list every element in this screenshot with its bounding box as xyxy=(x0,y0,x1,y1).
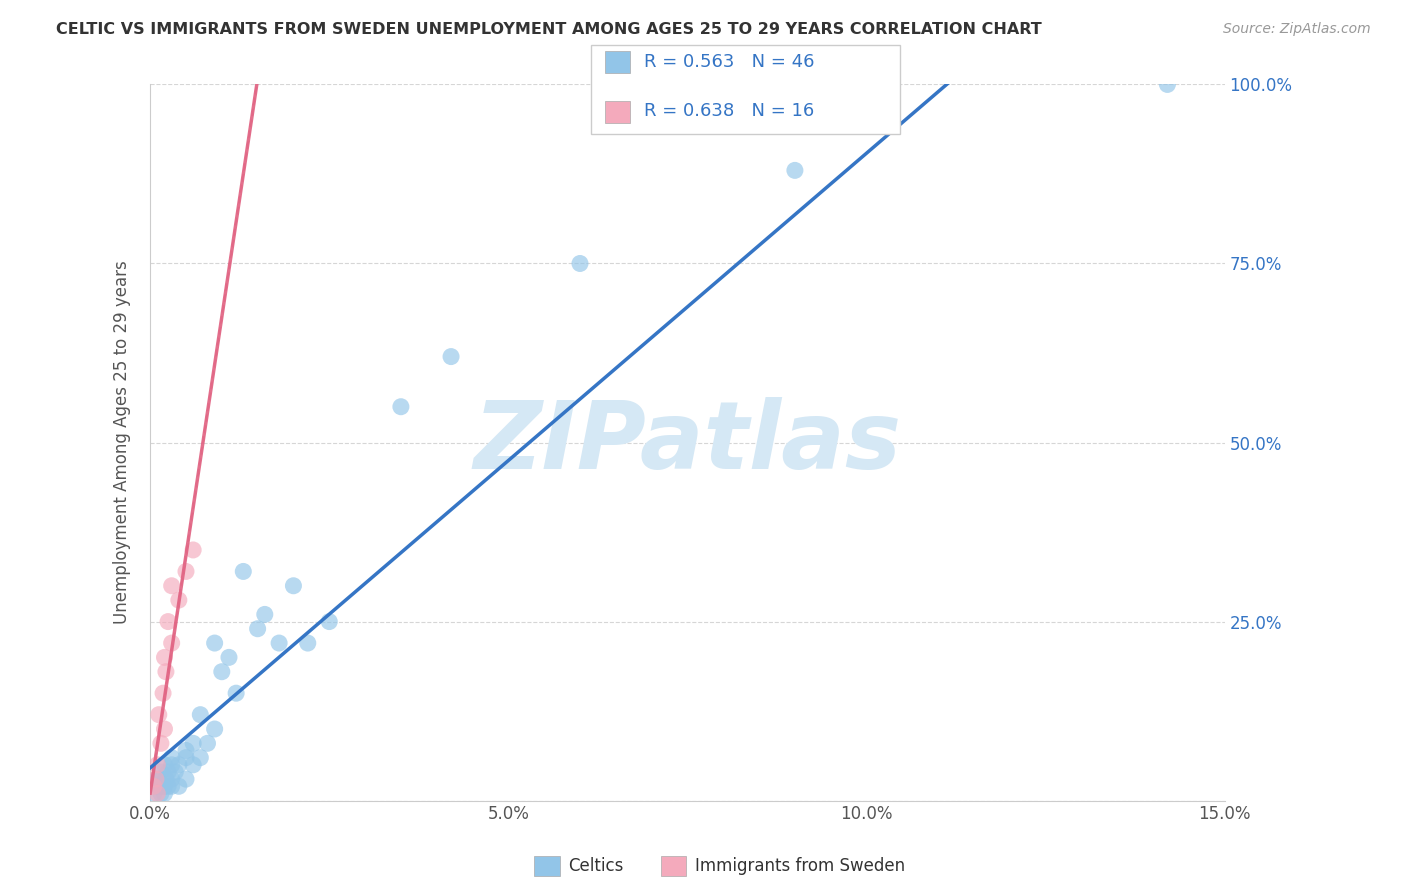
Point xyxy=(167,593,190,607)
Point xyxy=(149,764,172,779)
Point xyxy=(167,779,190,793)
Point xyxy=(1156,78,1178,92)
Point xyxy=(318,615,340,629)
Text: R = 0.638   N = 16: R = 0.638 N = 16 xyxy=(644,103,814,120)
Point xyxy=(146,779,169,793)
Text: ZIPatlas: ZIPatlas xyxy=(474,397,901,489)
Point xyxy=(153,787,176,801)
Point xyxy=(225,686,247,700)
Point xyxy=(160,772,183,786)
Point xyxy=(167,757,190,772)
Point xyxy=(174,750,197,764)
Text: Immigrants from Sweden: Immigrants from Sweden xyxy=(695,857,904,875)
Point xyxy=(160,779,183,793)
Point xyxy=(181,736,204,750)
Point xyxy=(246,622,269,636)
Point xyxy=(181,543,204,558)
Point xyxy=(204,722,226,736)
Point xyxy=(152,779,174,793)
Point xyxy=(142,787,165,801)
Y-axis label: Unemployment Among Ages 25 to 29 years: Unemployment Among Ages 25 to 29 years xyxy=(114,260,131,624)
Text: R = 0.563   N = 46: R = 0.563 N = 46 xyxy=(644,53,814,70)
Point xyxy=(269,636,291,650)
Point xyxy=(253,607,276,622)
Point xyxy=(218,650,240,665)
Point xyxy=(174,772,197,786)
Text: CELTIC VS IMMIGRANTS FROM SWEDEN UNEMPLOYMENT AMONG AGES 25 TO 29 YEARS CORRELAT: CELTIC VS IMMIGRANTS FROM SWEDEN UNEMPLO… xyxy=(56,22,1042,37)
Point xyxy=(160,579,183,593)
Point xyxy=(165,764,187,779)
Point xyxy=(145,772,167,786)
Point xyxy=(155,665,177,679)
Point xyxy=(569,256,592,270)
Point xyxy=(211,665,233,679)
Point xyxy=(188,707,211,722)
Point xyxy=(146,787,169,801)
Point xyxy=(783,163,806,178)
Point xyxy=(174,565,197,579)
Point xyxy=(149,787,172,801)
Point xyxy=(204,636,226,650)
Point xyxy=(160,636,183,650)
Text: Celtics: Celtics xyxy=(568,857,623,875)
Point xyxy=(146,772,169,786)
Point xyxy=(297,636,319,650)
Point xyxy=(157,764,180,779)
Point xyxy=(197,736,219,750)
Point xyxy=(389,400,412,414)
Point xyxy=(232,565,254,579)
Point xyxy=(160,750,183,764)
Point xyxy=(153,779,176,793)
Point xyxy=(146,757,169,772)
Point xyxy=(160,757,183,772)
Point xyxy=(143,779,166,793)
Point xyxy=(148,707,170,722)
Point xyxy=(283,579,305,593)
Point xyxy=(157,779,180,793)
Point xyxy=(153,722,176,736)
Point xyxy=(153,757,176,772)
Point xyxy=(157,615,180,629)
Point xyxy=(174,743,197,757)
Text: Source: ZipAtlas.com: Source: ZipAtlas.com xyxy=(1223,22,1371,37)
Point xyxy=(142,779,165,793)
Point xyxy=(148,772,170,786)
Point xyxy=(181,757,204,772)
Point xyxy=(440,350,463,364)
Point xyxy=(152,686,174,700)
Point xyxy=(153,650,176,665)
Point xyxy=(155,772,177,786)
Point xyxy=(188,750,211,764)
Point xyxy=(149,736,172,750)
